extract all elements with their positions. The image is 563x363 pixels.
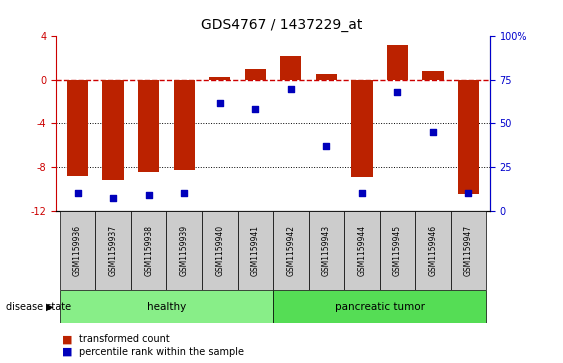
Bar bbox=[344, 211, 379, 290]
Bar bbox=[167, 211, 202, 290]
Bar bbox=[138, 80, 159, 172]
Bar bbox=[351, 80, 373, 177]
Text: GSM1159947: GSM1159947 bbox=[464, 225, 473, 276]
Bar bbox=[245, 69, 266, 80]
Point bbox=[144, 192, 153, 198]
Text: GSM1159944: GSM1159944 bbox=[358, 225, 367, 276]
Point bbox=[464, 190, 473, 196]
Text: healthy: healthy bbox=[147, 302, 186, 312]
Point bbox=[393, 89, 402, 95]
Text: transformed count: transformed count bbox=[79, 334, 169, 344]
Text: disease state: disease state bbox=[6, 302, 71, 312]
Bar bbox=[238, 211, 273, 290]
Point bbox=[428, 129, 437, 135]
Bar bbox=[131, 211, 167, 290]
Bar bbox=[309, 211, 344, 290]
Text: GSM1159946: GSM1159946 bbox=[428, 225, 437, 276]
Bar bbox=[60, 211, 95, 290]
Text: ■: ■ bbox=[62, 347, 73, 357]
Bar bbox=[60, 290, 273, 323]
Point bbox=[358, 190, 367, 196]
Text: percentile rank within the sample: percentile rank within the sample bbox=[79, 347, 244, 357]
Point bbox=[287, 86, 296, 91]
Text: GSM1159942: GSM1159942 bbox=[287, 225, 296, 276]
Bar bbox=[451, 211, 486, 290]
Text: GSM1159941: GSM1159941 bbox=[251, 225, 260, 276]
Bar bbox=[273, 290, 486, 323]
Text: GSM1159939: GSM1159939 bbox=[180, 225, 189, 276]
Text: GSM1159945: GSM1159945 bbox=[393, 225, 402, 276]
Point bbox=[73, 190, 82, 196]
Bar bbox=[95, 211, 131, 290]
Text: GSM1159938: GSM1159938 bbox=[144, 225, 153, 276]
Text: ▶: ▶ bbox=[46, 302, 53, 312]
Bar bbox=[209, 77, 230, 80]
Text: ■: ■ bbox=[62, 334, 73, 344]
Text: GSM1159940: GSM1159940 bbox=[215, 225, 224, 276]
Text: GDS4767 / 1437229_at: GDS4767 / 1437229_at bbox=[201, 18, 362, 32]
Bar bbox=[273, 211, 309, 290]
Point bbox=[109, 195, 118, 201]
Point bbox=[251, 107, 260, 113]
Bar bbox=[387, 45, 408, 80]
Text: GSM1159936: GSM1159936 bbox=[73, 225, 82, 276]
Bar bbox=[415, 211, 451, 290]
Bar bbox=[422, 71, 444, 80]
Bar bbox=[316, 74, 337, 80]
Bar bbox=[458, 80, 479, 194]
Bar bbox=[173, 80, 195, 170]
Bar bbox=[202, 211, 238, 290]
Text: GSM1159937: GSM1159937 bbox=[109, 225, 118, 276]
Bar bbox=[280, 56, 301, 80]
Point bbox=[180, 190, 189, 196]
Bar bbox=[67, 80, 88, 176]
Bar bbox=[102, 80, 124, 180]
Bar bbox=[379, 211, 415, 290]
Text: GSM1159943: GSM1159943 bbox=[322, 225, 331, 276]
Point bbox=[322, 143, 331, 149]
Point bbox=[215, 99, 224, 105]
Text: pancreatic tumor: pancreatic tumor bbox=[334, 302, 425, 312]
